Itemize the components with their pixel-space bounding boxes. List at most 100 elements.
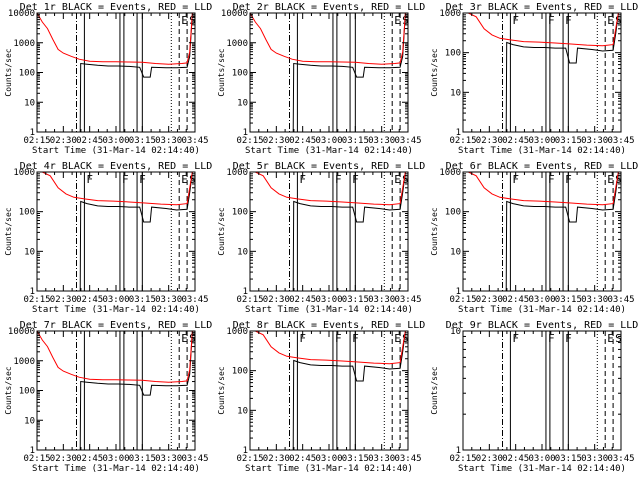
series-lld-line [37, 13, 193, 65]
x-axis-label: Start Time (31-Mar-14 02:14:40) [245, 146, 413, 156]
series-lld-line [463, 13, 619, 47]
y-tick-label: 1000 [226, 327, 248, 337]
x-tick-label: 03:30 [368, 454, 395, 464]
x-tick-label: 02:30 [476, 454, 503, 464]
event-label: E [181, 332, 188, 345]
plot-frame [249, 12, 409, 133]
x-tick-label: 03:45 [607, 136, 634, 146]
chart-panel-6: FFFES110100100002:1502:3002:4503:0003:15… [430, 161, 638, 315]
x-tick-label: 02:15 [236, 295, 263, 305]
y-tick-label: 1000 [439, 168, 461, 178]
y-tick-label: 10 [450, 88, 461, 98]
x-tick-label: 03:00 [528, 454, 555, 464]
y-tick-label: 1000 [226, 39, 248, 49]
y-tick-label: 1000 [13, 39, 35, 49]
x-tick-label: 02:45 [289, 136, 316, 146]
x-tick-label: 02:30 [476, 295, 503, 305]
event-label: E [607, 173, 614, 186]
event-label: S [189, 173, 196, 186]
x-tick-label: 02:30 [263, 136, 290, 146]
x-tick-label: 03:45 [394, 136, 421, 146]
y-tick-label: 1 [243, 446, 248, 456]
plot-frame [36, 330, 196, 451]
y-tick-label: 1 [30, 128, 35, 138]
chart-panel-8: FFFES110100100002:1502:3002:4503:0003:15… [217, 320, 425, 474]
chart-panel-5: FFFES110100100002:1502:3002:4503:0003:15… [217, 161, 425, 315]
y-axis-label: Counts/sec [217, 207, 226, 255]
event-label: S [615, 332, 622, 345]
y-axis-label: Counts/sec [4, 48, 13, 96]
x-axis-label: Start Time (31-Mar-14 02:14:40) [32, 464, 200, 474]
event-label: E [181, 173, 188, 186]
y-tick-label: 1000 [439, 9, 461, 19]
y-tick-label: 100 [445, 208, 461, 218]
event-label: F [122, 173, 129, 186]
event-label: E [394, 332, 401, 345]
event-label: E [394, 173, 401, 186]
x-tick-label: 03:00 [528, 136, 555, 146]
x-tick-label: 02:30 [50, 295, 77, 305]
x-tick-label: 03:45 [181, 454, 208, 464]
chart-panel-4: FFFES110100100002:1502:3002:4503:0003:15… [4, 161, 212, 315]
event-label: E [607, 332, 614, 345]
series-lld-line [250, 172, 406, 206]
y-tick-label: 10000 [8, 327, 35, 337]
x-tick-label: 03:30 [581, 295, 608, 305]
x-tick-label: 03:30 [368, 295, 395, 305]
x-tick-label: 03:45 [607, 295, 634, 305]
y-tick-label: 1 [243, 128, 248, 138]
x-tick-label: 03:00 [102, 136, 129, 146]
y-tick-label: 10 [450, 327, 461, 337]
y-tick-label: 100 [445, 49, 461, 59]
x-tick-label: 02:15 [449, 454, 476, 464]
series-lld-line [250, 331, 406, 365]
x-tick-label: 03:30 [155, 136, 182, 146]
plot-frame [462, 330, 622, 451]
x-tick-label: 02:15 [236, 454, 263, 464]
x-tick-label: 02:30 [50, 454, 77, 464]
x-tick-label: 03:45 [394, 454, 421, 464]
x-tick-label: 02:45 [289, 295, 316, 305]
y-tick-label: 1000 [226, 168, 248, 178]
event-label: F [299, 332, 306, 345]
y-tick-label: 10 [24, 416, 35, 426]
x-tick-label: 03:00 [315, 454, 342, 464]
series-lld-line [250, 13, 406, 65]
x-tick-label: 03:30 [368, 136, 395, 146]
x-tick-label: 02:30 [263, 295, 290, 305]
y-tick-label: 1 [243, 287, 248, 297]
event-label: S [402, 332, 409, 345]
y-tick-label: 10 [24, 247, 35, 257]
y-tick-label: 10 [24, 98, 35, 108]
x-tick-label: 02:15 [236, 136, 263, 146]
x-axis-label: Start Time (31-Mar-14 02:14:40) [245, 464, 413, 474]
y-tick-label: 1 [456, 446, 461, 456]
event-label: F [335, 332, 342, 345]
series-events-line [292, 172, 406, 291]
event-label: E [181, 14, 188, 27]
x-tick-label: 02:30 [263, 454, 290, 464]
x-axis-label: Start Time (31-Mar-14 02:14:40) [245, 305, 413, 315]
x-tick-label: 03:15 [129, 295, 156, 305]
y-tick-label: 10000 [221, 9, 248, 19]
event-label: S [615, 173, 622, 186]
x-tick-label: 03:45 [181, 295, 208, 305]
y-tick-label: 100 [232, 69, 248, 79]
x-tick-label: 03:45 [394, 295, 421, 305]
x-tick-label: 02:15 [23, 136, 50, 146]
x-axis-label: Start Time (31-Mar-14 02:14:40) [458, 464, 626, 474]
event-label: E [394, 14, 401, 27]
x-tick-label: 03:15 [342, 295, 369, 305]
chart-panel-3: FFFES110100100002:1502:3002:4503:0003:15… [430, 2, 638, 156]
x-tick-label: 02:15 [449, 295, 476, 305]
x-axis-label: Start Time (31-Mar-14 02:14:40) [32, 305, 200, 315]
x-tick-label: 02:45 [76, 295, 103, 305]
x-tick-label: 02:15 [23, 454, 50, 464]
x-tick-label: 02:15 [23, 295, 50, 305]
series-events-line [292, 331, 406, 450]
y-tick-label: 1 [30, 287, 35, 297]
x-tick-label: 03:15 [555, 454, 582, 464]
